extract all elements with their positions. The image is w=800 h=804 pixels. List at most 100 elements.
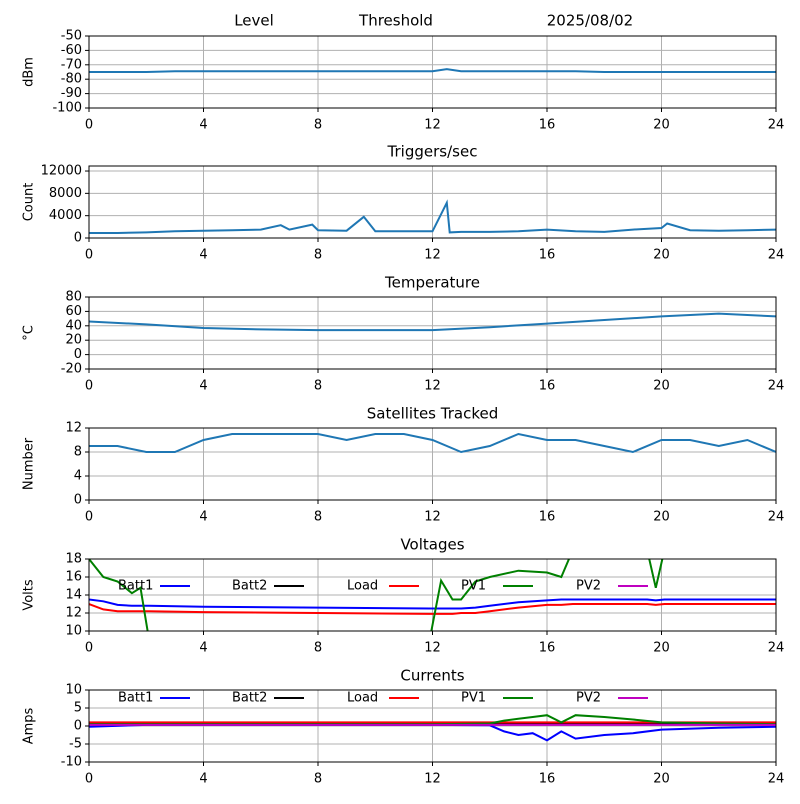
x-tick-label: 20 bbox=[653, 772, 670, 787]
legend-label: PV1 bbox=[461, 579, 486, 594]
axes-frame bbox=[88, 427, 777, 501]
data-line bbox=[89, 603, 776, 615]
chart-title: Voltages bbox=[400, 536, 464, 554]
y-tick-label: 18 bbox=[65, 552, 82, 567]
x-tick-label: 12 bbox=[424, 641, 441, 656]
x-tick-label: 4 bbox=[199, 510, 207, 525]
x-tick-label: 24 bbox=[768, 510, 785, 525]
chart-title: 2025/08/02 bbox=[547, 12, 633, 30]
x-tick-label: 24 bbox=[768, 772, 785, 787]
x-tick-label: 24 bbox=[768, 379, 785, 394]
data-line bbox=[89, 559, 664, 631]
x-tick-label: 12 bbox=[424, 510, 441, 525]
x-tick-label: 20 bbox=[653, 510, 670, 525]
y-tick-label: 14 bbox=[65, 588, 82, 603]
data-line bbox=[89, 312, 776, 332]
x-tick-label: 12 bbox=[424, 118, 441, 133]
legend-label: Batt1 bbox=[118, 691, 153, 706]
y-tick-label: 0 bbox=[74, 231, 82, 246]
y-axis-label: Count bbox=[22, 183, 37, 222]
x-tick-label: 8 bbox=[314, 379, 322, 394]
x-tick-label: 8 bbox=[314, 641, 322, 656]
legend-label: Batt1 bbox=[118, 579, 153, 594]
x-tick-label: 12 bbox=[424, 772, 441, 787]
y-axis-label: Amps bbox=[22, 707, 37, 744]
y-tick-label: 10 bbox=[65, 624, 82, 639]
x-tick-label: 16 bbox=[539, 118, 556, 133]
x-tick-label: 0 bbox=[85, 510, 93, 525]
x-tick-label: 20 bbox=[653, 118, 670, 133]
axes-frame bbox=[88, 296, 777, 370]
x-tick-label: 4 bbox=[199, 772, 207, 787]
legend-label: PV1 bbox=[461, 691, 486, 706]
y-axis-label: Number bbox=[22, 437, 37, 490]
y-tick-label: 40 bbox=[65, 318, 82, 333]
x-tick-label: 4 bbox=[199, 118, 207, 133]
x-tick-label: 8 bbox=[314, 772, 322, 787]
y-tick-label: 16 bbox=[65, 570, 82, 585]
y-tick-label: 0 bbox=[74, 347, 82, 362]
y-tick-label: 12 bbox=[65, 421, 82, 436]
y-tick-label: 12000 bbox=[41, 164, 82, 179]
y-tick-label: 12 bbox=[65, 606, 82, 621]
chart-title: Threshold bbox=[358, 12, 433, 30]
y-axis-label: °C bbox=[22, 325, 37, 341]
legend-label: Batt2 bbox=[232, 691, 267, 706]
x-tick-label: 16 bbox=[539, 379, 556, 394]
x-tick-label: 24 bbox=[768, 248, 785, 263]
y-tick-label: -20 bbox=[61, 362, 82, 377]
y-tick-label: 4000 bbox=[49, 208, 82, 223]
axes-frame bbox=[88, 35, 777, 109]
x-tick-label: 16 bbox=[539, 641, 556, 656]
data-line bbox=[89, 598, 776, 610]
axes-frame bbox=[88, 689, 777, 763]
y-tick-label: -100 bbox=[52, 101, 82, 116]
x-tick-label: 16 bbox=[539, 772, 556, 787]
y-axis-label: dBm bbox=[22, 57, 37, 87]
x-tick-label: 12 bbox=[424, 379, 441, 394]
x-tick-label: 16 bbox=[539, 248, 556, 263]
x-tick-label: 20 bbox=[653, 379, 670, 394]
x-tick-label: 0 bbox=[85, 772, 93, 787]
x-tick-label: 8 bbox=[314, 118, 322, 133]
data-line bbox=[89, 432, 776, 454]
y-tick-label: 8 bbox=[74, 445, 82, 460]
x-tick-label: 4 bbox=[199, 641, 207, 656]
chart-title: Temperature bbox=[384, 274, 480, 292]
y-tick-label: -10 bbox=[61, 755, 82, 770]
chart-title: Level bbox=[234, 12, 274, 30]
legend-label: Batt2 bbox=[232, 579, 267, 594]
x-tick-label: 12 bbox=[424, 248, 441, 263]
x-tick-label: 0 bbox=[85, 118, 93, 133]
chart-title: Satellites Tracked bbox=[367, 405, 498, 423]
x-tick-label: 8 bbox=[314, 510, 322, 525]
y-tick-label: -90 bbox=[61, 86, 82, 101]
x-tick-label: 0 bbox=[85, 641, 93, 656]
x-tick-label: 4 bbox=[199, 379, 207, 394]
x-tick-label: 0 bbox=[85, 379, 93, 394]
legend-label: PV2 bbox=[576, 691, 601, 706]
y-tick-label: -5 bbox=[69, 737, 82, 752]
y-tick-label: 80 bbox=[65, 290, 82, 305]
x-tick-label: 20 bbox=[653, 248, 670, 263]
axes-frame bbox=[88, 165, 777, 239]
y-axis-label: Volts bbox=[22, 579, 37, 611]
x-tick-label: 16 bbox=[539, 510, 556, 525]
x-tick-label: 8 bbox=[314, 248, 322, 263]
y-tick-label: 60 bbox=[65, 304, 82, 319]
y-tick-label: 20 bbox=[65, 333, 82, 348]
y-tick-label: 0 bbox=[74, 493, 82, 508]
data-line bbox=[89, 68, 776, 73]
axes-frame bbox=[88, 558, 777, 632]
y-tick-label: -80 bbox=[61, 72, 82, 87]
x-tick-label: 24 bbox=[768, 118, 785, 133]
y-tick-label: 4 bbox=[74, 469, 82, 484]
x-tick-label: 20 bbox=[653, 641, 670, 656]
data-line bbox=[89, 199, 776, 234]
y-tick-label: -50 bbox=[61, 29, 82, 44]
legend-label: Load bbox=[347, 691, 378, 706]
chart-title: Triggers/sec bbox=[387, 143, 478, 161]
legend-label: Load bbox=[347, 579, 378, 594]
x-tick-label: 24 bbox=[768, 641, 785, 656]
